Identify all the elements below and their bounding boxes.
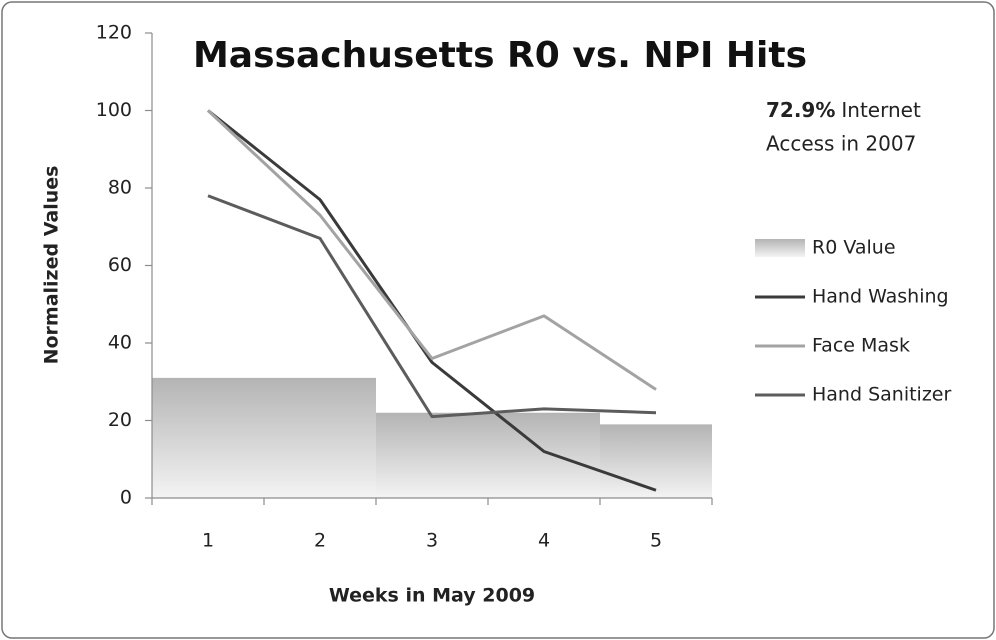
- bar-shade: [152, 377, 264, 498]
- x-tick-label: 3: [426, 530, 438, 552]
- legend-label: Hand Washing: [812, 286, 949, 308]
- x-tick-label: 4: [538, 530, 550, 552]
- y-tick-label: 120: [96, 22, 132, 44]
- x-axis-label: Weeks in May 2009: [329, 585, 535, 607]
- x-tick-label: 2: [314, 530, 326, 552]
- bar-shade: [600, 424, 712, 498]
- legend-label: Face Mask: [812, 335, 910, 357]
- y-tick-label: 20: [108, 409, 132, 431]
- annotation-text: Access in 2007: [766, 132, 916, 156]
- x-tick-label: 1: [202, 530, 214, 552]
- line: [206, 109, 657, 391]
- annotation-bold: 72.9%: [766, 98, 835, 122]
- annotation: 72.9% Internet: [766, 98, 921, 122]
- chart-title: Massachusetts R0 vs. NPI Hits: [193, 35, 807, 76]
- y-tick-label: 100: [96, 99, 132, 121]
- y-tick-label: 60: [108, 254, 132, 276]
- line: [207, 109, 657, 492]
- y-axis-label: Normalized Values: [41, 166, 63, 365]
- bar-shade: [488, 412, 600, 498]
- y-tick-label: 80: [108, 177, 132, 199]
- bar-shade: [376, 412, 488, 498]
- annotation-text: Internet: [841, 98, 921, 122]
- y-tick-label: 40: [108, 332, 132, 354]
- x-tick-label: 5: [650, 530, 662, 552]
- bar-shade: [264, 377, 376, 498]
- legend-label: Hand Sanitizer: [812, 384, 951, 406]
- line: [207, 194, 657, 419]
- y-tick-label: 0: [120, 487, 132, 509]
- legend-swatch-shade: [755, 239, 805, 257]
- legend-label: R0 Value: [812, 237, 896, 259]
